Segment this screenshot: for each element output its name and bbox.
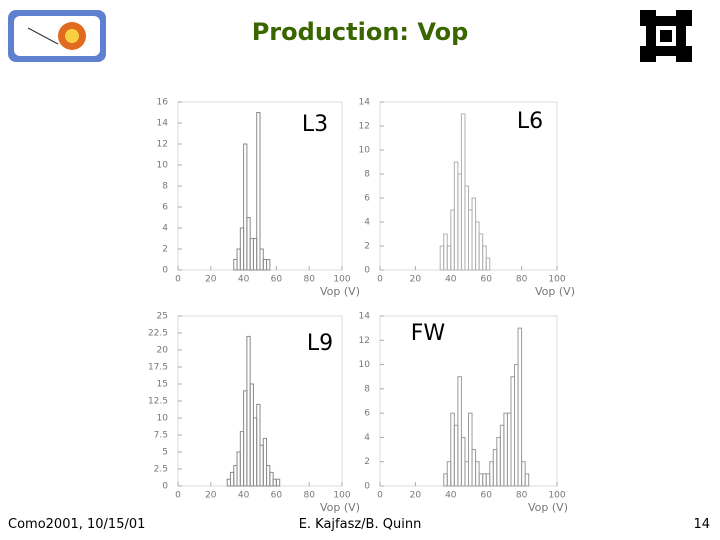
x-tick-label: 20 <box>410 275 422 285</box>
y-tick-label: 8 <box>162 182 168 192</box>
x-axis-label: Vop (V) <box>320 285 360 298</box>
y-tick-label: 17.5 <box>148 363 168 373</box>
y-tick-label: 14 <box>157 119 169 129</box>
footer-center: E. Kajfasz/B. Quinn <box>299 517 422 532</box>
x-tick-label: 80 <box>303 275 315 285</box>
x-tick-label: 40 <box>238 275 250 285</box>
panel-label: FW <box>411 321 446 346</box>
y-tick-label: 4 <box>364 218 370 228</box>
d0-logo <box>8 10 106 62</box>
histogram-bar <box>524 473 530 487</box>
y-tick-label: 10 <box>157 161 169 171</box>
y-tick-label: 20 <box>157 346 169 356</box>
footer-left: Como2001, 10/15/01 <box>8 517 145 532</box>
y-tick-label: 25 <box>157 312 168 322</box>
y-tick-label: 12 <box>359 122 370 132</box>
panel-label: L9 <box>307 331 333 356</box>
histogram-bar <box>457 376 462 487</box>
histogram-bar <box>256 112 261 271</box>
x-tick-label: 0 <box>377 275 383 285</box>
x-tick-label: 60 <box>480 491 492 501</box>
y-tick-label: 6 <box>162 203 168 213</box>
x-tick-label: 100 <box>548 491 565 501</box>
y-tick-label: 2 <box>162 245 168 255</box>
x-axis-label: Vop (V) <box>320 501 360 514</box>
y-tick-label: 10 <box>157 414 169 424</box>
y-tick-label: 2 <box>364 457 370 467</box>
x-tick-label: 60 <box>271 275 283 285</box>
histogram-bar <box>262 437 268 487</box>
x-tick-label: 100 <box>548 275 565 285</box>
y-tick-label: 4 <box>162 224 168 234</box>
y-tick-label: 8 <box>364 170 370 180</box>
x-tick-label: 0 <box>175 491 181 501</box>
x-tick-label: 60 <box>271 491 283 501</box>
x-tick-label: 40 <box>238 491 250 501</box>
x-tick-label: 40 <box>445 275 457 285</box>
y-tick-label: 0 <box>162 266 168 276</box>
y-tick-label: 14 <box>359 312 371 322</box>
y-tick-label: 2.5 <box>154 465 168 475</box>
histogram-bar <box>275 478 281 487</box>
y-tick-label: 0 <box>364 266 370 276</box>
x-tick-label: 80 <box>516 275 528 285</box>
y-tick-label: 15 <box>157 380 168 390</box>
slide-title: Production: Vop <box>252 18 469 46</box>
histogram-bar <box>266 259 271 271</box>
panel-label: L6 <box>517 109 543 134</box>
y-tick-label: 12 <box>359 336 370 346</box>
x-tick-label: 0 <box>175 275 181 285</box>
y-tick-label: 6 <box>364 409 370 419</box>
x-tick-label: 80 <box>516 491 528 501</box>
y-tick-label: 12 <box>157 140 168 150</box>
y-tick-label: 4 <box>364 433 370 443</box>
x-tick-label: 20 <box>205 275 217 285</box>
histogram-bar <box>243 143 248 271</box>
histogram-bar <box>485 257 491 271</box>
y-tick-label: 7.5 <box>154 431 168 441</box>
x-axis-label: Vop (V) <box>528 501 568 514</box>
y-tick-label: 12.5 <box>148 397 168 407</box>
x-tick-label: 100 <box>333 491 350 501</box>
y-tick-label: 2 <box>364 242 370 252</box>
y-tick-label: 14 <box>359 98 371 108</box>
y-tick-label: 22.5 <box>148 329 168 339</box>
x-tick-label: 40 <box>445 491 457 501</box>
y-tick-label: 0 <box>364 482 370 492</box>
y-tick-label: 5 <box>162 448 168 458</box>
page-number: 14 <box>693 517 710 532</box>
y-tick-label: 8 <box>364 384 370 394</box>
x-tick-label: 60 <box>480 275 492 285</box>
x-tick-label: 20 <box>205 491 217 501</box>
y-tick-label: 0 <box>162 482 168 492</box>
fermilab-logo <box>640 10 692 62</box>
y-tick-label: 16 <box>157 98 169 108</box>
histogram-bar <box>517 327 523 487</box>
x-tick-label: 80 <box>303 491 315 501</box>
x-tick-label: 0 <box>377 491 383 501</box>
x-tick-label: 20 <box>410 491 422 501</box>
y-tick-label: 10 <box>359 360 371 370</box>
x-axis-label: Vop (V) <box>535 285 575 298</box>
y-tick-label: 10 <box>359 146 371 156</box>
panel-label: L3 <box>302 112 328 137</box>
y-tick-label: 6 <box>364 194 370 204</box>
x-tick-label: 100 <box>333 275 350 285</box>
